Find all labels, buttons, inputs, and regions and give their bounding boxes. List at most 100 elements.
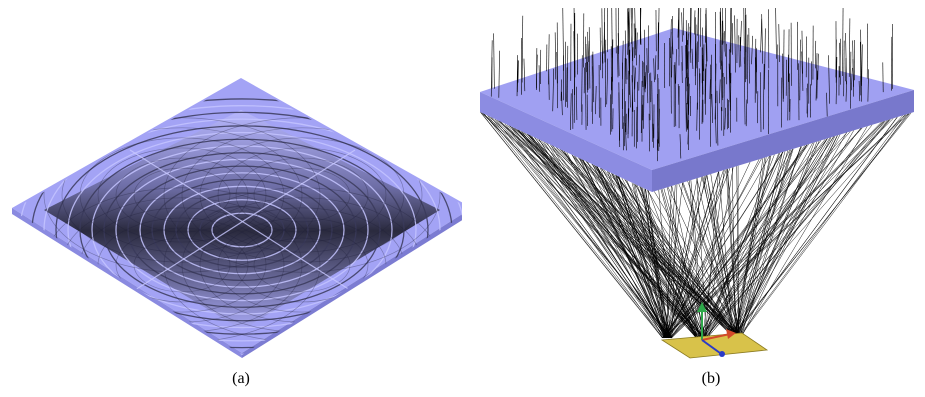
caption-a: (a) (232, 370, 250, 387)
refracted-ray (639, 186, 706, 341)
incident-ray (675, 49, 677, 84)
incident-ray (645, 65, 647, 89)
refracted-ray (687, 181, 742, 337)
refracted-ray (654, 191, 741, 337)
incident-ray (799, 39, 801, 101)
incident-ray (748, 28, 750, 84)
incident-ray (636, 32, 638, 66)
incident-ray (640, 80, 643, 134)
quadrant-ring (43, 117, 321, 273)
incident-ray (835, 57, 838, 105)
quadrant-ring (235, 227, 369, 303)
refracted-ray (731, 112, 912, 337)
quadrant-ring (181, 127, 423, 263)
fresnel-ring (151, 178, 333, 282)
lens-plate-side-left (12, 208, 242, 358)
ray-trace-render (480, 7, 914, 359)
incident-ray (690, 7, 692, 53)
refracted-ray (702, 149, 793, 341)
refracted-ray (633, 183, 666, 339)
incident-ray (688, 83, 690, 115)
incident-ray (634, 7, 636, 50)
quadrant-ring (253, 237, 351, 293)
incident-ray (685, 45, 687, 79)
refracted-ray (731, 155, 771, 337)
incident-ray (585, 62, 587, 130)
incident-ray (722, 7, 724, 44)
incident-ray (801, 51, 803, 74)
incident-ray (538, 65, 541, 92)
refracted-ray (741, 126, 868, 337)
refracted-ray (484, 113, 665, 339)
refracted-ray (518, 129, 672, 339)
refracted-ray (480, 112, 663, 339)
incident-ray (745, 99, 748, 127)
refracted-ray (498, 120, 707, 341)
quadrant-ring (217, 147, 387, 243)
refracted-ray (706, 146, 803, 341)
refracted-ray (660, 189, 700, 341)
incident-ray (603, 7, 606, 54)
incident-ray (739, 37, 742, 67)
incident-ray (851, 67, 853, 91)
refracted-ray (566, 152, 664, 339)
incident-ray (734, 15, 736, 73)
refracted-ray (582, 159, 667, 339)
incident-ray (632, 47, 634, 83)
refracted-ray (671, 185, 706, 341)
incident-ray (828, 55, 830, 104)
incident-ray (570, 93, 572, 131)
incident-ray (845, 80, 847, 102)
incident-ray (681, 12, 683, 42)
refracted-ray (696, 119, 889, 341)
incident-ray (658, 108, 660, 152)
incident-ray (738, 35, 740, 68)
refracted-ray (735, 148, 794, 337)
refracted-ray (734, 157, 767, 337)
incident-ray (573, 7, 575, 62)
incident-ray (562, 7, 564, 71)
incident-ray (651, 80, 653, 142)
refracted-ray (696, 178, 707, 341)
refracted-ray (529, 134, 665, 339)
incident-ray (695, 43, 698, 69)
refracted-ray (480, 112, 664, 339)
incident-ray (521, 15, 524, 83)
incident-ray (783, 29, 785, 99)
incident-ray (787, 54, 789, 121)
incident-ray (654, 55, 657, 80)
refracted-ray (667, 161, 751, 339)
incident-ray (746, 34, 749, 104)
incident-ray (754, 38, 757, 103)
refracted-ray (509, 125, 706, 341)
refracted-ray (667, 187, 737, 337)
incident-ray (850, 51, 852, 109)
refracted-ray (483, 113, 699, 341)
refracted-ray (671, 184, 678, 339)
incident-ray (677, 7, 680, 38)
fresnel-ring (67, 131, 417, 329)
incident-ray (764, 28, 766, 90)
refracted-ray (666, 178, 698, 339)
refracted-ray (670, 145, 806, 339)
incident-ray (720, 7, 722, 66)
incident-ray (743, 7, 745, 64)
refracted-ray (668, 171, 719, 339)
refracted-ray (698, 149, 790, 341)
incident-ray (643, 29, 646, 87)
refracted-ray (665, 138, 826, 339)
incident-ray (588, 40, 590, 62)
incident-ray (740, 20, 742, 52)
incident-ray (729, 49, 731, 111)
incident-ray (852, 59, 854, 97)
axis-z (701, 339, 721, 354)
refracted-ray (741, 135, 838, 337)
refracted-ray (667, 140, 822, 339)
refracted-ray (615, 175, 736, 337)
incident-ray (581, 55, 583, 112)
refracted-ray (607, 171, 665, 339)
refracted-ray (738, 146, 801, 337)
quadrant-ring (253, 167, 351, 223)
incident-ray (633, 65, 636, 103)
quadrant-ring (133, 237, 231, 293)
